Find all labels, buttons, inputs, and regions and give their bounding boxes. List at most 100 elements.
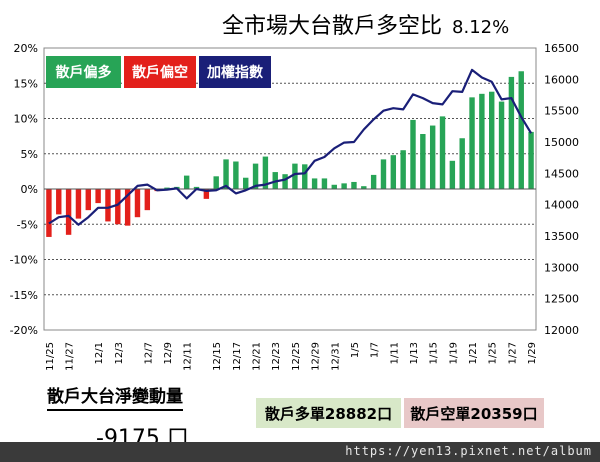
right-tick-label: 12000 xyxy=(544,324,579,337)
x-tick-label: 1/7 xyxy=(370,342,381,358)
x-tick-label: 12/3 xyxy=(114,342,125,364)
bar xyxy=(124,189,131,226)
bar xyxy=(518,71,524,189)
x-tick-label: 12/9 xyxy=(163,342,174,364)
short-position-box: 散戶空單20359口 xyxy=(404,398,544,428)
x-tick-label: 12/11 xyxy=(183,342,194,371)
bar xyxy=(213,176,219,189)
bar xyxy=(459,138,465,189)
x-tick-label: 12/31 xyxy=(330,342,341,371)
left-tick-label: -5% xyxy=(17,218,38,231)
x-tick-label: 1/29 xyxy=(527,342,538,364)
long-position-text: 散戶多單28882口 xyxy=(264,404,393,423)
x-tick-label: 11/25 xyxy=(45,342,56,371)
bar xyxy=(85,189,91,211)
bar xyxy=(46,189,52,237)
bar xyxy=(400,150,406,189)
bar xyxy=(282,174,288,189)
bar xyxy=(449,160,456,189)
x-tick-label: 12/1 xyxy=(94,342,105,364)
bar xyxy=(56,189,62,215)
bar xyxy=(390,155,397,189)
x-tick-label: 12/15 xyxy=(212,342,223,371)
bar xyxy=(321,178,328,189)
left-tick-label: -20% xyxy=(10,324,38,337)
bar xyxy=(95,189,101,204)
long-position-box: 散戶多單28882口 xyxy=(256,398,401,428)
left-tick-label: 5% xyxy=(21,148,38,161)
x-tick-label: 12/21 xyxy=(252,342,263,371)
bar xyxy=(292,163,298,189)
bar xyxy=(429,125,436,189)
x-tick-label: 1/11 xyxy=(389,342,400,364)
right-tick-label: 14500 xyxy=(544,167,579,180)
x-tick-label: 1/25 xyxy=(488,342,499,364)
bar xyxy=(361,186,367,189)
right-tick-label: 16000 xyxy=(544,73,579,86)
right-tick-label: 13000 xyxy=(544,261,579,274)
x-tick-label: 1/13 xyxy=(409,342,420,364)
bar xyxy=(223,159,229,189)
right-tick-label: 16500 xyxy=(544,42,579,55)
right-tick-label: 15500 xyxy=(544,105,579,118)
left-tick-label: 0% xyxy=(21,183,38,196)
bar xyxy=(164,187,170,189)
right-tick-label: 13500 xyxy=(544,230,579,243)
bar xyxy=(479,93,485,189)
left-tick-label: -10% xyxy=(10,254,38,267)
x-tick-label: 1/15 xyxy=(429,342,440,364)
legend-short: 散戶偏空 xyxy=(124,56,196,88)
bar xyxy=(183,175,190,189)
chart-title: 全市場大台散戶多空比 8.12% xyxy=(222,8,509,40)
bar xyxy=(420,134,426,189)
bar xyxy=(115,189,121,225)
bar xyxy=(262,156,269,189)
index-line xyxy=(48,68,533,226)
bar xyxy=(144,189,151,211)
right-tick-label: 12500 xyxy=(544,293,579,306)
title-ratio: 8.12% xyxy=(452,17,510,38)
x-tick-label: 12/23 xyxy=(271,342,282,371)
bar xyxy=(252,163,259,189)
bar xyxy=(331,184,337,189)
x-tick-label: 12/29 xyxy=(311,342,322,371)
left-tick-label: 10% xyxy=(14,113,38,126)
bar xyxy=(105,189,111,222)
footer-url: https://yen13.pixnet.net/album xyxy=(345,444,592,458)
bar xyxy=(233,161,239,189)
bar xyxy=(498,101,505,189)
bar xyxy=(351,181,357,189)
bar xyxy=(410,119,416,189)
bar xyxy=(311,178,318,189)
x-tick-label: 1/27 xyxy=(507,342,518,364)
net-change-label: 散戶大台淨變動量 xyxy=(47,382,183,411)
bar xyxy=(370,174,377,189)
bar xyxy=(134,189,141,218)
x-tick-label: 1/21 xyxy=(468,342,479,364)
bar xyxy=(341,183,347,189)
left-tick-label: -15% xyxy=(10,289,38,302)
bar xyxy=(203,189,210,199)
x-tick-label: 12/7 xyxy=(143,342,154,364)
bar xyxy=(489,91,495,189)
bar xyxy=(75,189,82,219)
left-tick-label: 20% xyxy=(14,42,38,55)
bar xyxy=(528,131,534,189)
legend-long-label: 散戶偏多 xyxy=(55,65,112,81)
legend-long: 散戶偏多 xyxy=(46,56,121,88)
footer-bar: https://yen13.pixnet.net/album xyxy=(0,442,600,462)
x-tick-label: 12/25 xyxy=(291,342,302,371)
right-tick-label: 15000 xyxy=(544,136,579,149)
short-position-text: 散戶空單20359口 xyxy=(410,404,538,423)
x-tick-label: 1/5 xyxy=(350,342,361,358)
bar xyxy=(302,164,308,189)
bar xyxy=(439,116,446,189)
right-tick-label: 14000 xyxy=(544,199,579,212)
legend-short-label: 散戶偏空 xyxy=(132,65,188,81)
bar xyxy=(243,177,249,189)
x-tick-label: 12/17 xyxy=(232,342,243,371)
legend-index: 加權指數 xyxy=(199,56,271,88)
title-text: 全市場大台散戶多空比 xyxy=(222,14,443,39)
bar xyxy=(469,97,475,189)
